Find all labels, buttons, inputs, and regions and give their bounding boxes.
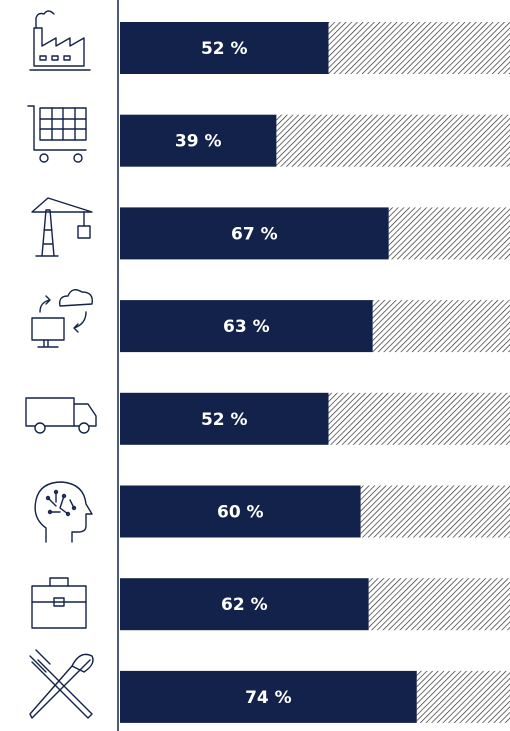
bar-remainder bbox=[276, 114, 510, 167]
bar bbox=[120, 207, 389, 260]
bar-remainder bbox=[360, 485, 510, 538]
bar-remainder bbox=[328, 392, 510, 445]
bar bbox=[120, 114, 277, 167]
crane-icon bbox=[31, 197, 93, 257]
bar-remainder bbox=[416, 670, 510, 723]
value-label: 67 % bbox=[231, 224, 278, 244]
cart-icon bbox=[27, 105, 87, 163]
bar bbox=[120, 578, 369, 631]
bar bbox=[120, 392, 329, 445]
cutlery-icon bbox=[29, 649, 94, 719]
bar-remainder bbox=[328, 22, 510, 74]
bar bbox=[120, 670, 417, 723]
icons bbox=[25, 10, 97, 719]
cloud-icon bbox=[31, 289, 93, 348]
bar bbox=[120, 22, 329, 74]
value-label: 60 % bbox=[217, 503, 264, 523]
factory-icon bbox=[29, 10, 91, 71]
value-label: 52 % bbox=[201, 39, 248, 59]
bar-remainder bbox=[372, 300, 510, 353]
bar-remainder bbox=[388, 207, 510, 260]
value-label: 39 % bbox=[175, 132, 222, 152]
bar bbox=[120, 300, 373, 353]
head-icon bbox=[34, 481, 93, 543]
bar bbox=[120, 485, 361, 538]
value-label: 62 % bbox=[221, 595, 268, 615]
truck-icon bbox=[25, 397, 97, 434]
value-label: 63 % bbox=[223, 317, 270, 337]
briefcase-icon bbox=[31, 577, 87, 629]
value-label: 74 % bbox=[245, 688, 292, 708]
value-label: 52 % bbox=[201, 410, 248, 430]
bar-remainder bbox=[368, 578, 510, 631]
